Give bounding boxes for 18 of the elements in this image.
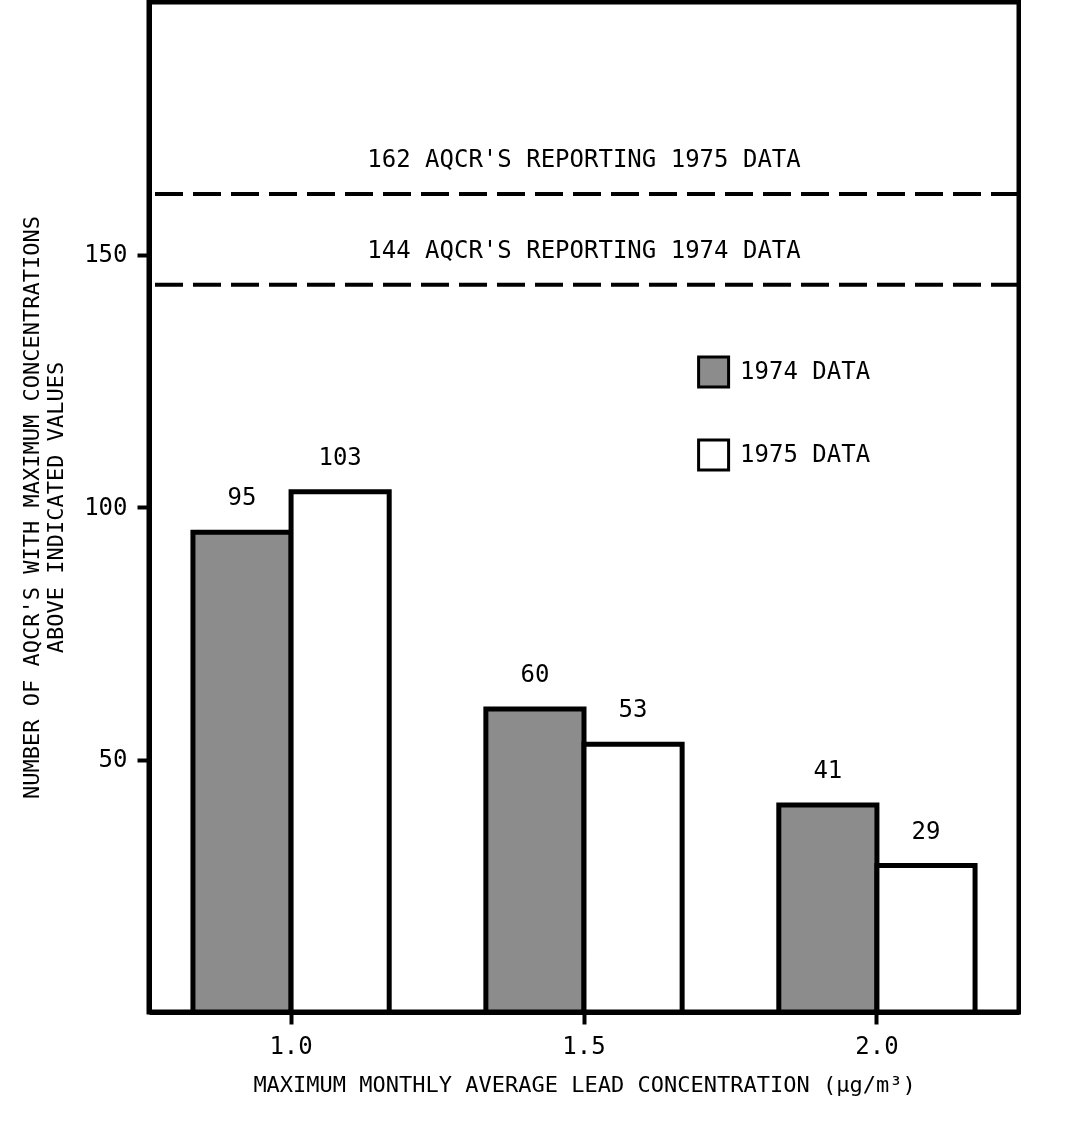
y-tick-label: 50 [98, 745, 128, 773]
legend-label: 1975 DATA [740, 440, 871, 468]
data-label: 60 [520, 660, 550, 688]
y-tick-label: 150 [84, 240, 128, 268]
ref-line-label: 162 AQCR'S REPORTING 1975 DATA [367, 144, 802, 173]
ref-line-label: 144 AQCR'S REPORTING 1974 DATA [367, 235, 802, 264]
x-tick-label: 1.0 [269, 1031, 313, 1060]
x-tick-label: 1.5 [562, 1031, 606, 1060]
x-axis-title: MAXIMUM MONTHLY AVERAGE LEAD CONCENTRATION (μg/m³) [253, 1071, 916, 1097]
data-label: 41 [813, 755, 843, 784]
data-label: 95 [227, 483, 257, 512]
data-label: 29 [911, 816, 941, 845]
data-label: 103 [318, 442, 362, 471]
legend-label: 1974 DATA [740, 357, 871, 385]
y-axis-title: NUMBER OF AQCR'S WITH MAXIMUM CONCENTRATIONS ABOVE INDICATED VALUES [19, 216, 69, 799]
x-tick-label: 2.0 [855, 1031, 899, 1060]
y-tick-label: 100 [84, 492, 128, 521]
data-label: 53 [618, 695, 648, 724]
